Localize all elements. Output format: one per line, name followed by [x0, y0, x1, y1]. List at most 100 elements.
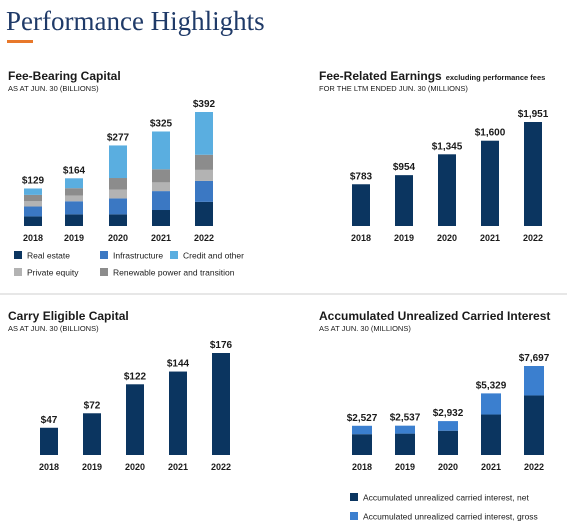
total-label: $7,697 — [519, 353, 550, 364]
bar — [212, 353, 230, 455]
legend-swatch — [350, 493, 358, 501]
legend-label: Renewable power and transition — [113, 268, 235, 278]
x-tick-label: 2022 — [524, 462, 544, 472]
x-tick-label: 2018 — [352, 462, 372, 472]
bar — [169, 371, 187, 455]
bar-segment — [65, 178, 83, 189]
x-tick-label: 2018 — [351, 233, 371, 243]
legend-swatch — [14, 251, 22, 259]
legend-label: Real estate — [27, 251, 70, 261]
legend-swatch — [100, 251, 108, 259]
value-label: $954 — [393, 162, 416, 173]
bar-segment — [152, 131, 170, 170]
total-label: $2,932 — [433, 408, 464, 419]
chart-subtitle: AS AT JUN. 30 (BILLIONS) — [8, 324, 99, 333]
x-tick-label: 2021 — [481, 462, 501, 472]
x-tick-label: 2018 — [23, 233, 43, 243]
bar-segment — [65, 195, 83, 202]
x-tick-label: 2019 — [64, 233, 84, 243]
bar-segment — [24, 216, 42, 226]
chart-title: Carry Eligible Capital — [8, 309, 129, 323]
bar-segment — [352, 425, 372, 435]
total-label: $325 — [150, 118, 173, 129]
value-label: $72 — [84, 400, 101, 411]
x-tick-label: 2020 — [438, 462, 458, 472]
bar-segment — [481, 393, 501, 415]
total-label: $2,537 — [390, 413, 421, 424]
bar-segment — [109, 198, 127, 215]
chart-title: Fee-Bearing Capital — [8, 69, 121, 83]
x-tick-label: 2020 — [108, 233, 128, 243]
value-label: $144 — [167, 359, 190, 370]
bar — [83, 413, 101, 455]
legend-swatch — [170, 251, 178, 259]
chart-title: Accumulated Unrealized Carried Interest — [319, 309, 550, 323]
bar-segment — [152, 182, 170, 192]
legend-label: Accumulated unrealized carried interest,… — [363, 512, 538, 522]
bar-segment — [524, 366, 544, 396]
bar — [524, 122, 542, 226]
bar-segment — [195, 169, 213, 181]
total-label: $164 — [63, 165, 86, 176]
bar-segment — [352, 434, 372, 455]
x-tick-label: 2021 — [151, 233, 171, 243]
bar-segment — [152, 210, 170, 226]
bar-segment — [65, 188, 83, 196]
bar — [352, 184, 370, 226]
bar — [395, 175, 413, 226]
bar-segment — [395, 433, 415, 455]
bar-segment — [65, 214, 83, 226]
bar-segment — [24, 194, 42, 202]
bar-segment — [109, 178, 127, 190]
total-label: $5,329 — [476, 380, 507, 391]
value-label: $176 — [210, 340, 233, 351]
chart-subtitle: AS AT JUN. 30 (MILLIONS) — [319, 324, 411, 333]
value-label: $1,345 — [432, 141, 463, 152]
bar-segment — [109, 214, 127, 226]
total-label: $392 — [193, 99, 216, 110]
title-accent — [7, 40, 33, 43]
bar-segment — [109, 189, 127, 199]
bar-segment — [65, 201, 83, 215]
x-tick-label: 2019 — [395, 462, 415, 472]
bar-segment — [24, 188, 42, 195]
bar-segment — [524, 395, 544, 455]
bar-segment — [195, 112, 213, 155]
bar-segment — [438, 430, 458, 455]
legend-swatch — [350, 512, 358, 520]
x-tick-label: 2018 — [39, 462, 59, 472]
bar — [126, 384, 144, 455]
bar-segment — [195, 180, 213, 202]
chart-subtitle: AS AT JUN. 30 (BILLIONS) — [8, 84, 99, 93]
value-label: $1,600 — [475, 128, 506, 139]
chart-title-note: excluding performance fees — [446, 73, 546, 82]
legend-label: Private equity — [27, 268, 79, 278]
value-label: $1,951 — [518, 109, 549, 120]
bar-segment — [195, 154, 213, 170]
x-tick-label: 2021 — [168, 462, 188, 472]
x-tick-label: 2020 — [125, 462, 145, 472]
bar-segment — [395, 425, 415, 434]
x-tick-label: 2019 — [394, 233, 414, 243]
bar-segment — [152, 169, 170, 183]
bar — [438, 154, 456, 226]
page-title: Performance Highlights — [6, 6, 265, 36]
bar-segment — [24, 206, 42, 217]
bar — [40, 427, 58, 455]
legend-label: Infrastructure — [113, 251, 163, 261]
bar-segment — [438, 421, 458, 431]
bar-segment — [195, 201, 213, 226]
bar — [481, 140, 499, 226]
total-label: $129 — [22, 175, 45, 186]
value-label: $122 — [124, 371, 147, 382]
x-tick-label: 2022 — [194, 233, 214, 243]
total-label: $277 — [107, 132, 130, 143]
legend-label: Accumulated unrealized carried interest,… — [363, 493, 529, 503]
x-tick-label: 2020 — [437, 233, 457, 243]
chart-subtitle: FOR THE LTM ENDED JUN. 30 (MILLIONS) — [319, 84, 468, 93]
bar-segment — [24, 201, 42, 207]
x-tick-label: 2021 — [480, 233, 500, 243]
legend-label: Credit and other — [183, 251, 244, 261]
x-tick-label: 2022 — [211, 462, 231, 472]
